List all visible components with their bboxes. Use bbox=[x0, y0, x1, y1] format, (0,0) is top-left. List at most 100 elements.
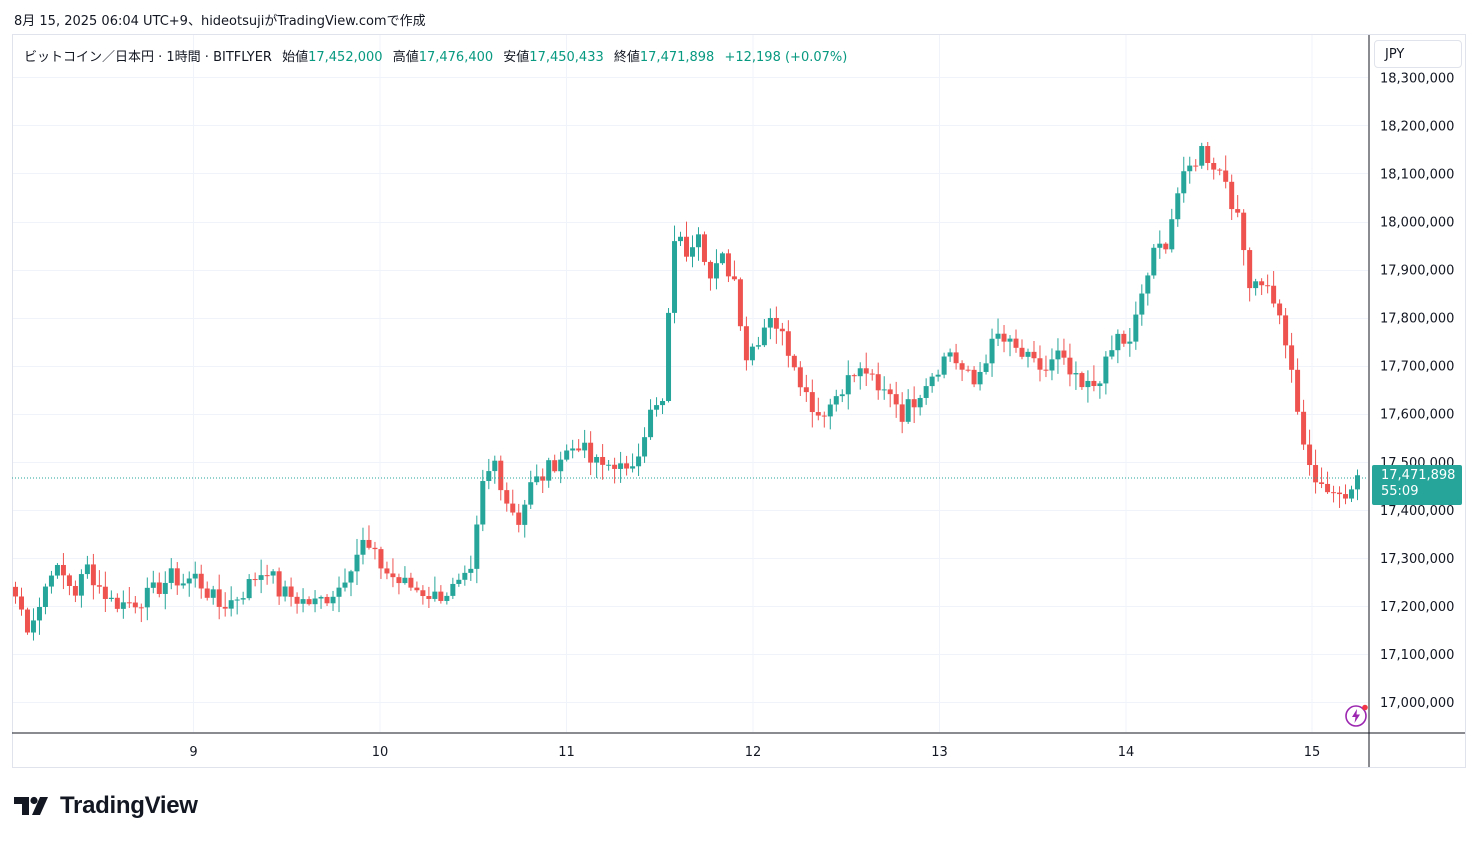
candle-body bbox=[330, 596, 336, 604]
candle-body bbox=[378, 549, 384, 569]
candle-body bbox=[384, 568, 390, 574]
candle-body bbox=[372, 547, 378, 550]
candle-body bbox=[510, 503, 516, 513]
low-value: 17,450,433 bbox=[529, 50, 604, 65]
candle-body bbox=[78, 574, 84, 596]
candle-body bbox=[504, 490, 510, 504]
candle-body bbox=[396, 577, 402, 584]
candle-body bbox=[1283, 315, 1289, 346]
candle-body bbox=[1205, 146, 1211, 164]
candle-body bbox=[743, 326, 749, 361]
candle-body bbox=[462, 572, 468, 580]
candle-body bbox=[1235, 209, 1241, 213]
candle-body bbox=[1061, 350, 1067, 358]
symbol-label[interactable]: ビットコイン／日本円 · 1時間 · BITFLYER bbox=[24, 50, 272, 65]
close-label: 終値 bbox=[613, 50, 640, 65]
candle-body bbox=[546, 460, 552, 481]
candle-body bbox=[264, 575, 270, 577]
candle-body bbox=[474, 524, 480, 569]
price-tick-label: 17,800,000 bbox=[1380, 312, 1454, 327]
candle-body bbox=[558, 459, 564, 472]
lightning-icon[interactable] bbox=[1344, 704, 1368, 728]
time-tick-label: 13 bbox=[931, 745, 948, 760]
candle-body bbox=[929, 376, 935, 387]
candle-body bbox=[30, 620, 36, 633]
candle-body bbox=[312, 598, 318, 605]
bar-countdown: 55:09 bbox=[1381, 484, 1419, 499]
candle-body bbox=[144, 587, 150, 608]
candle-body bbox=[408, 577, 414, 588]
candle-body bbox=[1067, 357, 1073, 375]
candle-body bbox=[767, 317, 773, 328]
candle-body bbox=[198, 573, 204, 589]
price-tick-label: 17,300,000 bbox=[1380, 552, 1454, 567]
time-tick-label: 15 bbox=[1304, 745, 1321, 760]
candle-body bbox=[713, 263, 719, 279]
tradingview-logo[interactable]: TradingView bbox=[14, 792, 198, 820]
price-tick-label: 17,900,000 bbox=[1380, 264, 1454, 279]
candle-body bbox=[96, 585, 102, 587]
price-tick-label: 18,200,000 bbox=[1380, 119, 1454, 134]
price-tick-label: 17,600,000 bbox=[1380, 408, 1454, 423]
candle-body bbox=[827, 404, 833, 417]
candle-body bbox=[845, 375, 851, 395]
candle-body bbox=[276, 571, 282, 597]
candle-body bbox=[1241, 212, 1247, 251]
candle-body bbox=[486, 471, 492, 482]
candle-body bbox=[48, 575, 54, 587]
price-axis: 17,000,000 17,100,000 17,200,000 17,300,000… bbox=[1380, 71, 1454, 711]
candle-body bbox=[456, 579, 462, 584]
price-tick-label: 17,700,000 bbox=[1380, 360, 1454, 375]
price-tick-label: 17,400,000 bbox=[1380, 504, 1454, 519]
candle-body bbox=[36, 606, 42, 621]
candle-body bbox=[552, 460, 558, 472]
candle-body bbox=[869, 373, 875, 375]
candle-body bbox=[438, 591, 444, 601]
time-tick-label: 10 bbox=[372, 745, 389, 760]
candle-body bbox=[318, 596, 324, 599]
candle-body bbox=[1337, 492, 1343, 495]
candle-body bbox=[516, 512, 522, 525]
candle-body bbox=[168, 568, 174, 583]
candle-body bbox=[336, 587, 342, 597]
candle-body bbox=[246, 579, 252, 599]
candle-body bbox=[875, 374, 881, 391]
candle-body bbox=[1247, 250, 1253, 289]
candle-body bbox=[24, 609, 30, 633]
candle-body bbox=[120, 602, 126, 609]
candle-body bbox=[1217, 169, 1223, 171]
candle-body bbox=[432, 591, 438, 599]
candle-body bbox=[132, 602, 138, 608]
candle-body bbox=[13, 586, 18, 597]
candle-body bbox=[1127, 341, 1133, 344]
candle-body bbox=[935, 374, 941, 377]
candle-body bbox=[893, 394, 899, 405]
brand-name: TradingView bbox=[60, 792, 198, 819]
candle-body bbox=[72, 585, 78, 596]
candle-body bbox=[684, 236, 689, 257]
candle-body bbox=[797, 367, 803, 388]
candle-body bbox=[923, 386, 929, 398]
candle-body bbox=[1055, 350, 1061, 360]
candle-body bbox=[719, 253, 725, 264]
candle-body bbox=[636, 456, 642, 467]
price-tick-label: 18,000,000 bbox=[1380, 216, 1454, 231]
candle-body bbox=[1079, 373, 1085, 388]
candle-body bbox=[881, 389, 887, 391]
candle-body bbox=[953, 352, 959, 364]
candles bbox=[13, 141, 1360, 641]
candle-body bbox=[342, 582, 348, 588]
candle-body bbox=[791, 355, 797, 368]
open-label: 始値 bbox=[282, 50, 309, 65]
candle-body bbox=[1043, 369, 1049, 371]
candle-body bbox=[1319, 482, 1325, 484]
candle-body bbox=[672, 241, 678, 313]
candle-body bbox=[420, 590, 426, 597]
close-value: 17,471,898 bbox=[639, 50, 715, 65]
candle-body bbox=[54, 564, 60, 576]
currency-selector[interactable]: JPY bbox=[1374, 40, 1462, 68]
candle-body bbox=[126, 602, 132, 604]
candle-body bbox=[1115, 333, 1121, 351]
candle-body bbox=[1343, 494, 1349, 499]
